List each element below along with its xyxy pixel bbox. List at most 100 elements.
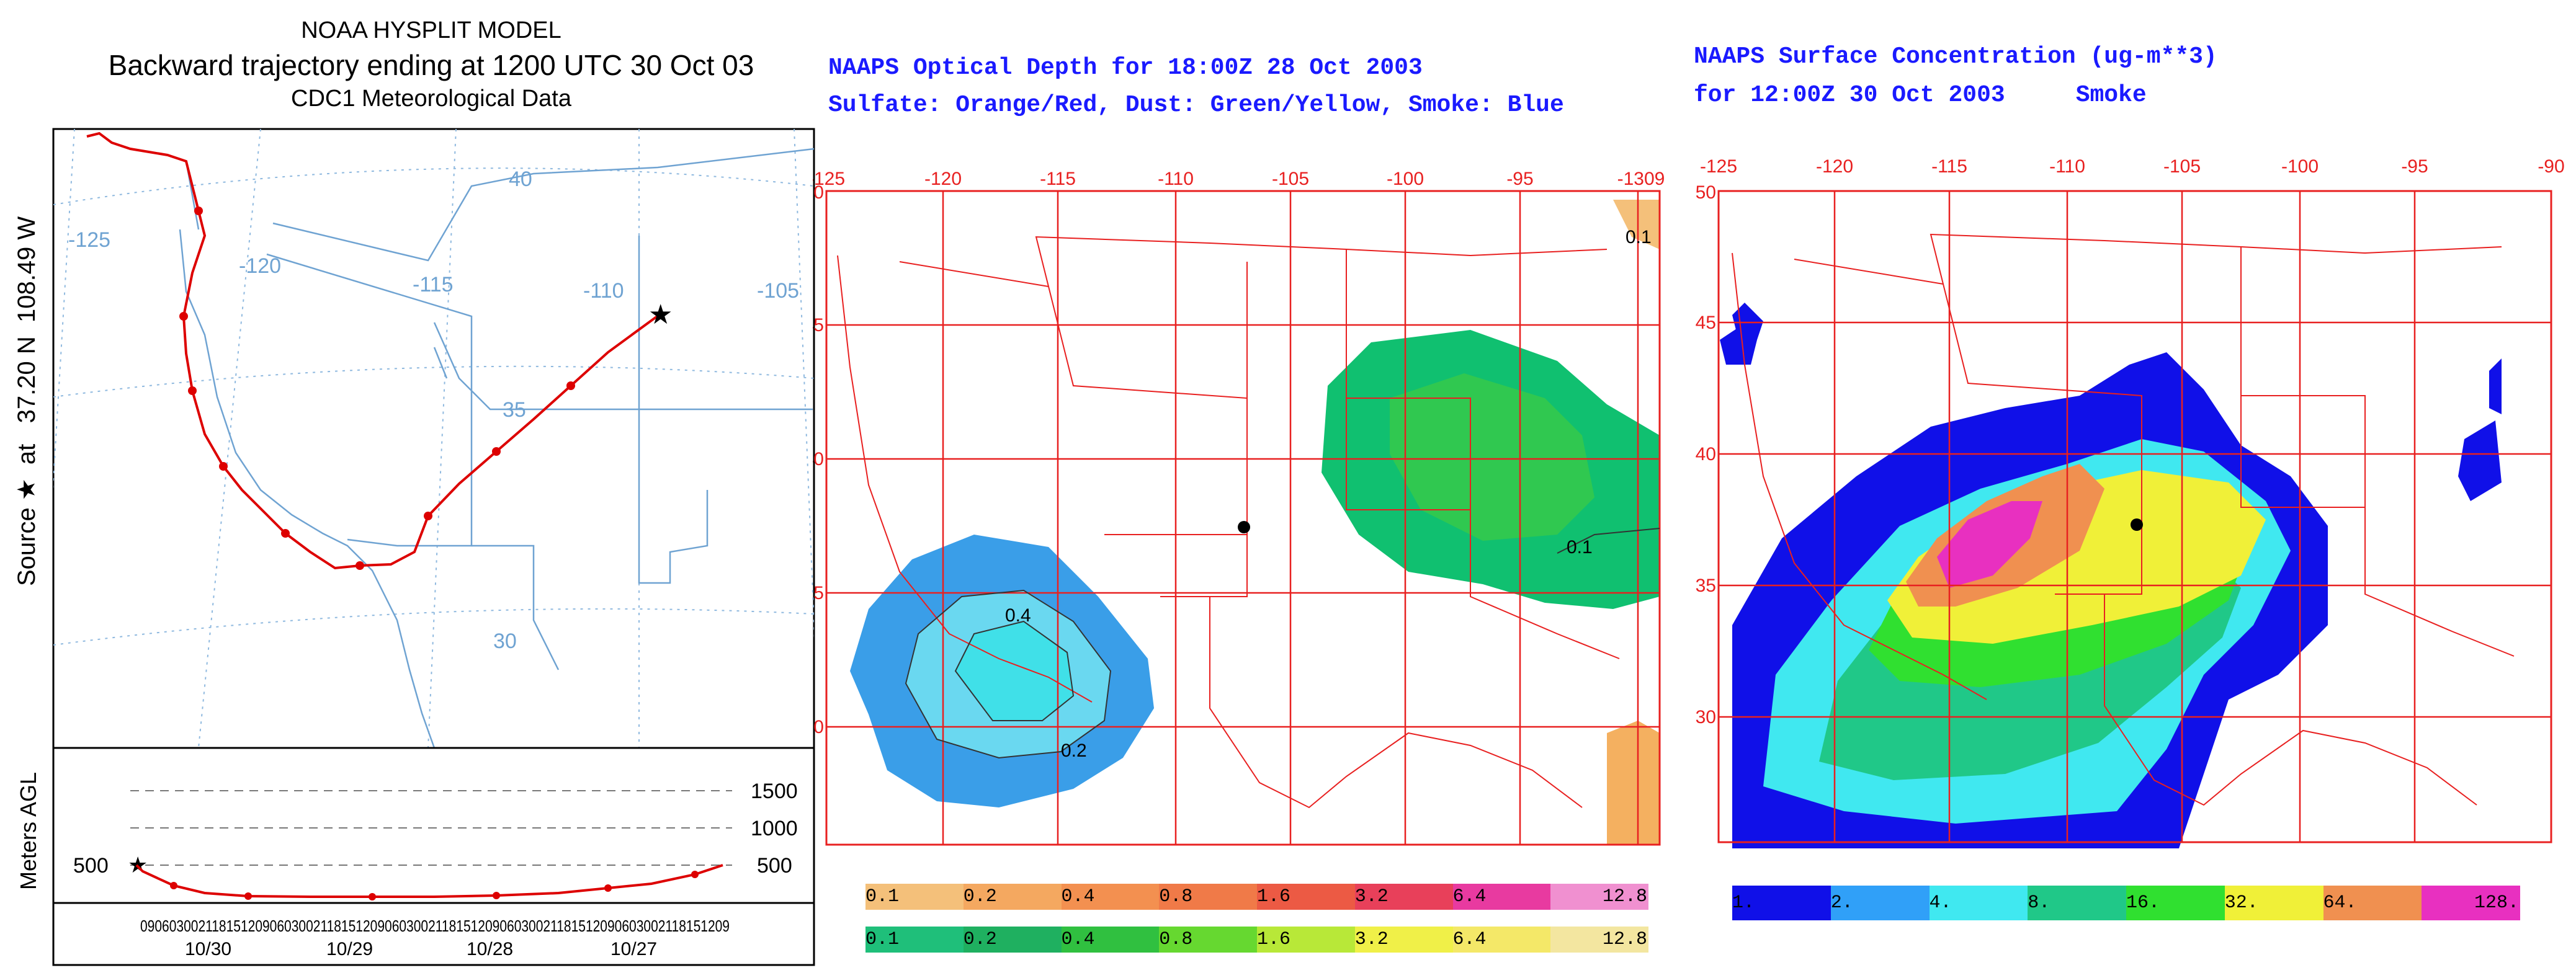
colorbar-label: 32. bbox=[2224, 892, 2258, 914]
colorbar-cell: 4. bbox=[1929, 886, 2028, 920]
smoke-concentration-field bbox=[1720, 303, 2502, 848]
lat-tick: 35 bbox=[813, 583, 824, 603]
lon-tick: -105 bbox=[2163, 156, 2201, 177]
lon-label: -105 bbox=[757, 279, 799, 303]
contour-label: 0.2 bbox=[1061, 740, 1087, 761]
lat-tick: 35 bbox=[1696, 576, 1716, 596]
colorbar-label: 0.1 bbox=[865, 929, 900, 950]
colorbar-label: 0.2 bbox=[963, 886, 997, 907]
colorbar-label: 12.8 bbox=[1602, 886, 1647, 907]
colorbar-cell: 1.6 bbox=[1257, 927, 1355, 953]
optical-colorbar-dust: 0.1 0.2 0.4 0.8 1.6 3.2 6.4 12.8 bbox=[865, 927, 1648, 953]
colorbar-label: 0.1 bbox=[865, 886, 900, 907]
yaxis-label: Meters AGL bbox=[16, 772, 41, 890]
contour-label: 0.1 bbox=[1567, 537, 1593, 558]
lat-tick: 30 bbox=[813, 717, 824, 737]
colorbar-label: 2. bbox=[1830, 892, 1853, 914]
surface-colorbar: 1. 2. 4. 8. 16. 32. 64. 128. bbox=[1732, 886, 2520, 920]
surface-concentration-map: -125 -120 -115 -110 -105 -100 -95 -90 50… bbox=[1696, 156, 2565, 848]
lon-tick: -105 bbox=[1272, 169, 1309, 189]
optical-title-1: NAAPS Optical Depth for 18:00Z 28 Oct 20… bbox=[828, 55, 1423, 81]
colorbar-cell: 12.8 bbox=[1550, 927, 1648, 953]
colorbar-cell: 0.4 bbox=[1061, 927, 1160, 953]
time-ticks: 0906030021181512090603002118151209060300… bbox=[140, 917, 730, 935]
lon-tick: -1309 bbox=[1617, 169, 1665, 189]
surface-title-1: NAAPS Surface Concentration (ug-m**3) bbox=[1694, 43, 2217, 70]
colorbar-label: 0.4 bbox=[1061, 886, 1095, 907]
lon-tick: -125 bbox=[813, 169, 845, 189]
optical-colorbar-sulfate: 0.1 0.2 0.4 0.8 1.6 3.2 6.4 12.8 bbox=[865, 884, 1648, 910]
colorbar-cell: 3.2 bbox=[1354, 884, 1453, 910]
lon-tick: -115 bbox=[1931, 156, 1967, 177]
colorbar-label: 0.2 bbox=[963, 929, 997, 950]
lon-label: -125 bbox=[68, 228, 110, 252]
date-label: 10/30 bbox=[185, 939, 231, 959]
lon-label: -110 bbox=[583, 279, 624, 303]
lat-label: 35 bbox=[503, 398, 526, 422]
lon-tick: -120 bbox=[1816, 156, 1853, 177]
colorbar-cell: 64. bbox=[2323, 886, 2422, 920]
source-height: 500 bbox=[73, 854, 109, 878]
colorbar-label: 128. bbox=[2474, 892, 2519, 914]
colorbar-cell: 6.4 bbox=[1452, 927, 1551, 953]
colorbar-cell: 0.2 bbox=[963, 927, 1062, 953]
smoke-plume-core bbox=[955, 621, 1073, 721]
hysplit-title-1: NOAA HYSPLIT MODEL bbox=[301, 17, 561, 43]
colorbar-cell: 16. bbox=[2126, 886, 2225, 920]
colorbar-cell: 3.2 bbox=[1354, 927, 1453, 953]
colorbar-label: 3.2 bbox=[1354, 929, 1389, 950]
colorbar-cell: 128. bbox=[2422, 886, 2520, 920]
colorbar-label: 0.4 bbox=[1061, 929, 1095, 950]
optical-depth-map: 0.1 0.1 0.2 0.4 -125 -120 -115 -110 -105… bbox=[813, 169, 1665, 846]
lat-tick: 40 bbox=[813, 449, 824, 469]
colorbar-cell: 32. bbox=[2224, 886, 2323, 920]
colorbar-cell: 0.1 bbox=[865, 884, 964, 910]
height-profile bbox=[135, 864, 723, 898]
height-level: 1500 bbox=[751, 780, 798, 803]
colorbar-cell: 8. bbox=[2028, 886, 2126, 920]
hysplit-title-3: CDC1 Meteorological Data bbox=[291, 86, 571, 112]
colorbar-cell: 0.2 bbox=[963, 884, 1062, 910]
colorbar-label: 8. bbox=[2028, 892, 2051, 914]
lon-tick: -90 bbox=[2538, 156, 2564, 177]
lon-tick: -100 bbox=[2281, 156, 2319, 177]
trajectory-map: -125 -120 -115 -110 -105 40 35 30 ★ Mete… bbox=[16, 128, 815, 966]
colorbar-label: 12.8 bbox=[1602, 929, 1647, 950]
lon-label: -120 bbox=[239, 254, 281, 278]
date-label: 10/29 bbox=[326, 939, 373, 959]
trajectory-line bbox=[86, 131, 660, 570]
colorbar-cell: 1.6 bbox=[1257, 884, 1355, 910]
colorbar-label: 1.6 bbox=[1257, 929, 1291, 950]
date-label: 10/28 bbox=[467, 939, 513, 959]
colorbar-cell: 6.4 bbox=[1452, 884, 1551, 910]
lat-tick: 50 bbox=[1696, 182, 1716, 203]
colorbar-label: 3.2 bbox=[1354, 886, 1389, 907]
optical-title-2: Sulfate: Orange/Red, Dust: Green/Yellow,… bbox=[828, 92, 1564, 118]
lon-tick: -110 bbox=[2049, 156, 2085, 177]
colorbar-label: 0.8 bbox=[1159, 929, 1193, 950]
lon-tick: -95 bbox=[2401, 156, 2428, 177]
lon-tick: -120 bbox=[924, 169, 962, 189]
lon-tick: -100 bbox=[1387, 169, 1424, 189]
lon-label: -115 bbox=[413, 273, 454, 296]
sulfate-patch bbox=[1613, 200, 1660, 249]
lat-label: 40 bbox=[509, 167, 532, 191]
surface-title-2: for 12:00Z 30 Oct 2003 Smoke bbox=[1694, 82, 2147, 109]
lat-tick: 45 bbox=[1696, 313, 1716, 333]
lon-tick: -115 bbox=[1040, 169, 1076, 189]
source-location-marker bbox=[1238, 521, 1250, 533]
contour-label: 0.4 bbox=[1005, 605, 1031, 626]
height-level: 1000 bbox=[751, 817, 798, 840]
colorbar-label: 64. bbox=[2323, 892, 2357, 914]
lat-tick: 45 bbox=[813, 315, 824, 336]
sulfate-patch bbox=[1607, 721, 1660, 845]
source-location-marker bbox=[2131, 518, 2143, 531]
lon-tick: -110 bbox=[1158, 169, 1194, 189]
hysplit-panel: NOAA HYSPLIT MODEL Backward trajectory e… bbox=[0, 0, 825, 978]
colorbar-cell: 2. bbox=[1830, 886, 1930, 920]
source-star-icon: ★ bbox=[648, 300, 673, 330]
colorbar-cell: 0.8 bbox=[1159, 927, 1257, 953]
colorbar-label: 1.6 bbox=[1257, 886, 1291, 907]
lat-tick: 50 bbox=[813, 182, 824, 203]
colorbar-cell: 0.8 bbox=[1159, 884, 1257, 910]
